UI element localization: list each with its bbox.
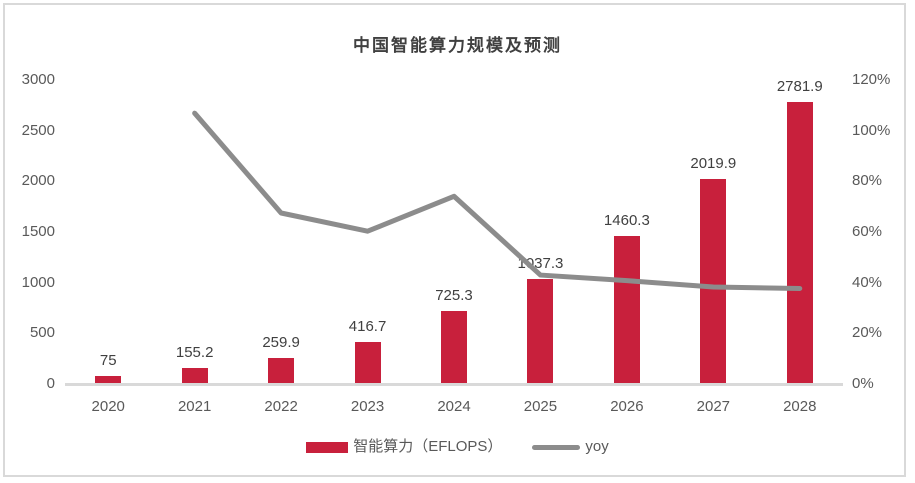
right-axis-tick-80%: 80% [852,172,883,190]
bar-2028 [786,102,813,384]
bar-value-label-2022: 259.9 [262,333,300,351]
bar-value-label-2026: 1460.3 [603,212,650,230]
x-axis-line [65,383,843,386]
x-axis-label-2025: 2025 [523,398,558,415]
bar-value-label-2024: 725.3 [435,286,473,304]
legend: 智能算力（EFLOPS） yoy [0,437,915,457]
x-axis-label-2020: 2020 [91,398,125,415]
bar-value-label-2023: 416.7 [348,317,387,335]
left-axis-tick-2000: 2000 [21,172,55,190]
bar-value-label-2021: 155.2 [175,344,214,362]
bar-2024 [441,310,467,384]
bar-value-label-2027: 2019.9 [690,155,737,173]
bar-value-label-2020: 75 [99,352,117,370]
left-axis-tick-3000: 3000 [21,71,55,88]
x-axis-label-2021: 2021 [177,398,212,415]
left-axis-tick-2500: 2500 [21,121,55,139]
legend-item-bar-series: 智能算力（EFLOPS） [306,437,502,457]
right-axis-tick-60%: 60% [852,223,883,240]
bar-2021 [181,368,208,384]
line-series-swatch-icon [532,444,581,450]
x-axis-label-2026: 2026 [610,398,644,415]
bar-2025 [527,278,554,384]
right-axis-tick-100%: 100% [852,121,891,139]
chart-title: 中国智能算力规模及预测 [353,36,562,55]
left-axis-tick-500: 500 [29,324,55,342]
bar-series-swatch-icon [306,441,349,453]
left-axis-tick-1000: 1000 [21,273,55,291]
left-axis-tick-0: 0 [46,375,55,392]
bar-value-label-2025: 1037.3 [517,254,564,272]
bar-2026 [613,236,640,384]
bar-2027 [700,179,727,384]
right-axis-tick-0%: 0% [852,375,874,392]
bar-series-legend-label: 智能算力（EFLOPS） [353,438,503,455]
x-axis-label-2024: 2024 [437,398,471,415]
right-axis-tick-20%: 20% [852,324,883,342]
bar-2023 [354,341,381,384]
right-axis-tick-40%: 40% [852,273,883,291]
bar-2020 [95,376,122,384]
x-axis-label-2022: 2022 [264,398,298,415]
right-axis-tick-120%: 120% [852,71,891,88]
x-axis-label-2027: 2027 [696,398,731,415]
left-axis-tick-1500: 1500 [21,223,55,240]
line-series-legend-label: yoy [585,438,609,455]
bar-2022 [268,357,295,384]
x-axis-label-2028: 2028 [783,398,817,415]
legend-item-line-series: yoy [532,437,609,457]
bar-value-label-2028: 2781.9 [776,78,823,96]
x-axis-label-2023: 2023 [350,398,385,415]
